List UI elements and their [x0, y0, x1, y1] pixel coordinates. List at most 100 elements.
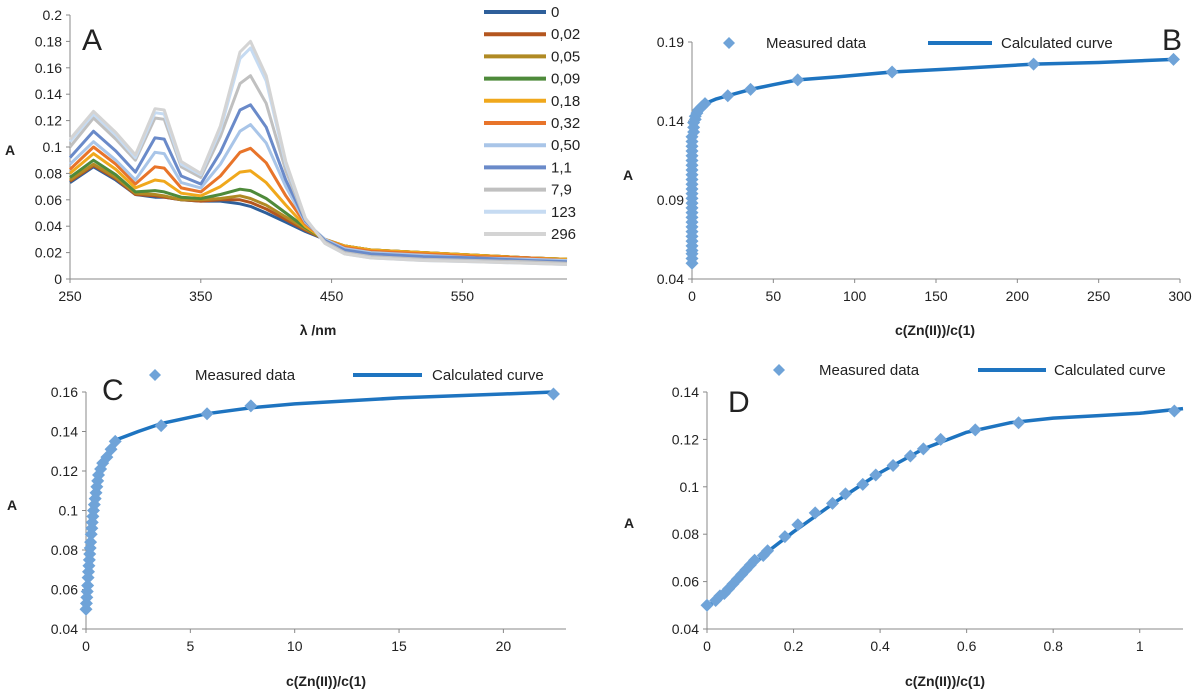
- legend-label: 0,32: [551, 115, 580, 132]
- legend-label: 1,1: [551, 159, 572, 176]
- series-line-0-32: [68, 145, 568, 262]
- legend-label: 0,09: [551, 71, 580, 88]
- calculated-curve: [690, 57, 1174, 264]
- x-tick-label: 350: [189, 288, 213, 304]
- x-tick-label: 0.2: [784, 638, 804, 654]
- y-tick-label: 0.04: [657, 271, 684, 287]
- x-tick-label: 15: [391, 638, 407, 654]
- measured-point: [546, 387, 560, 401]
- measured-point: [698, 97, 712, 111]
- x-tick-label: 250: [1087, 288, 1111, 304]
- measured-point: [244, 399, 258, 413]
- x-tick-label: 20: [496, 638, 512, 654]
- panel-c-ylabel: A: [7, 497, 17, 513]
- legend-label: 123: [551, 204, 576, 221]
- legend-label: 0,05: [551, 48, 580, 65]
- x-tick-label: 100: [843, 288, 867, 304]
- y-tick-label: 0.14: [35, 86, 62, 102]
- measured-point: [791, 73, 805, 87]
- x-tick-label: 5: [186, 638, 194, 654]
- x-tick-label: 0.4: [870, 638, 890, 654]
- panel-b-ylabel: A: [623, 167, 633, 183]
- legend-label: 296: [551, 226, 576, 243]
- x-tick-label: 1: [1136, 638, 1144, 654]
- legend-label-calculated: Calculated curve: [1054, 362, 1166, 379]
- panel-c: 0.04 0.06 0.08 0.1 0.12 0.14 0.16 0 5 10 15 20 Meas…: [7, 367, 566, 689]
- panel-d-series: [700, 404, 1184, 612]
- panel-b-series: [685, 52, 1180, 270]
- y-tick-label: 0.1: [680, 479, 700, 495]
- measured-point: [108, 434, 122, 448]
- legend-label-calculated: Calculated curve: [1001, 35, 1113, 52]
- panel-d-xlabel: c(Zn(II))/c(1): [905, 673, 985, 689]
- y-tick-label: 0.04: [672, 621, 699, 637]
- measured-point: [1012, 416, 1026, 430]
- x-tick-label: 0: [688, 288, 696, 304]
- panel-b-xlabel: c(Zn(II))/c(1): [895, 322, 975, 338]
- y-tick-label: 0.1: [59, 503, 79, 519]
- x-tick-label: 0.6: [957, 638, 977, 654]
- panel-a-series: [68, 39, 568, 266]
- panel-d-axes: 0.04 0.06 0.08 0.1 0.12 0.14 0 0.2 0.4 0.6 0.8 1: [672, 384, 1183, 654]
- measured-point: [748, 553, 762, 567]
- panel-a-letter: A: [82, 24, 102, 57]
- legend-label: 0,18: [551, 93, 580, 110]
- measured-point: [1167, 404, 1181, 418]
- measured-point: [808, 506, 822, 520]
- legend-label: 0,50: [551, 137, 580, 154]
- legend-diamond-icon: [149, 369, 161, 381]
- panel-a: 0 0.02 0.04 0.06 0.08 0.1 0.12 0.14 0.16 0.18 0.2 2…: [5, 4, 580, 338]
- series-line-1-1: [68, 103, 568, 264]
- x-tick-label: 0: [82, 638, 90, 654]
- y-tick-label: 0.06: [672, 574, 699, 590]
- measured-point: [761, 544, 775, 558]
- panel-b-axes: 0.04 0.09 0.14 0.19 0 50 100 150 200 250 300: [657, 34, 1192, 304]
- y-tick-label: 0.14: [51, 424, 78, 440]
- y-tick-label: 0.2: [43, 7, 63, 23]
- measured-point: [200, 407, 214, 421]
- panel-a-legend: 0 0,02 0,05 0,09 0,18 0,32 0,50 1,1 7,9 123 296: [484, 4, 580, 243]
- measured-point: [916, 442, 930, 456]
- panel-b-letter: B: [1162, 24, 1182, 57]
- y-tick-label: 0.14: [672, 384, 699, 400]
- x-tick-label: 250: [58, 288, 82, 304]
- measured-point: [825, 496, 839, 510]
- panel-a-ylabel: A: [5, 142, 15, 158]
- y-tick-label: 0.04: [51, 621, 78, 637]
- y-tick-label: 0.12: [672, 431, 699, 447]
- measured-point: [700, 598, 714, 612]
- y-tick-label: 0: [54, 271, 62, 287]
- y-tick-label: 0.08: [35, 165, 62, 181]
- measured-point: [885, 65, 899, 79]
- measured-point: [856, 477, 870, 491]
- measured-point: [1027, 57, 1041, 71]
- measured-point: [968, 423, 982, 437]
- measured-point: [84, 535, 98, 549]
- x-tick-label: 150: [924, 288, 948, 304]
- x-tick-label: 300: [1168, 288, 1192, 304]
- y-tick-label: 0.06: [35, 192, 62, 208]
- y-tick-label: 0.19: [657, 34, 684, 50]
- x-tick-label: 550: [451, 288, 475, 304]
- x-tick-label: 200: [1006, 288, 1030, 304]
- panel-c-letter: C: [102, 374, 124, 407]
- y-tick-label: 0.14: [657, 113, 684, 129]
- legend-diamond-icon: [773, 364, 785, 376]
- legend-label: 7,9: [551, 182, 572, 199]
- measured-point: [934, 432, 948, 446]
- y-tick-label: 0.06: [51, 582, 78, 598]
- y-tick-label: 0.16: [51, 384, 78, 400]
- legend-diamond-icon: [723, 37, 735, 49]
- panel-c-legend: Measured data Calculated curve: [149, 367, 544, 384]
- series-line-296: [68, 39, 568, 266]
- panel-c-xlabel: c(Zn(II))/c(1): [286, 673, 366, 689]
- panel-d: 0.04 0.06 0.08 0.1 0.12 0.14 0 0.2 0.4 0.6 0.8 1 Me…: [624, 362, 1184, 689]
- panel-a-axes: 0 0.02 0.04 0.06 0.08 0.1 0.12 0.14 0.16 0.18 0.2 2…: [35, 7, 567, 304]
- panel-d-ylabel: A: [624, 515, 634, 531]
- x-tick-label: 450: [320, 288, 344, 304]
- y-tick-label: 0.16: [35, 60, 62, 76]
- legend-label: 0,02: [551, 26, 580, 43]
- measured-point: [869, 468, 883, 482]
- measured-point: [721, 89, 735, 103]
